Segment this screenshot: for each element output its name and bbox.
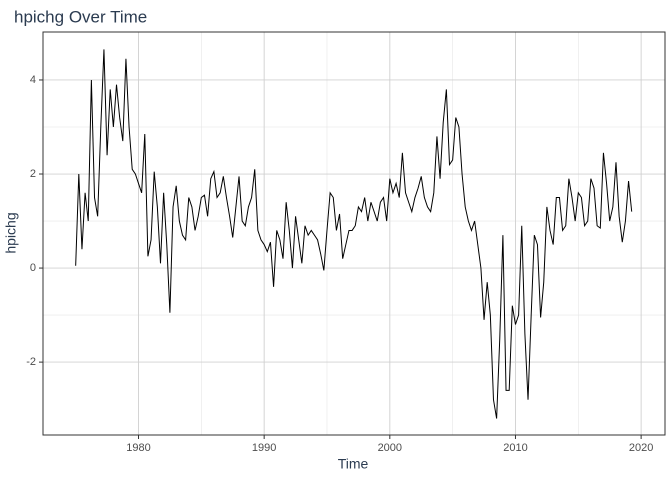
- x-tick-label: 2000: [378, 442, 402, 454]
- y-tick-label: 4: [30, 74, 36, 86]
- y-tick-label: 0: [30, 262, 36, 274]
- panel-border: [42, 31, 666, 436]
- x-tick-label: 1980: [126, 442, 150, 454]
- x-axis-label: Time: [338, 456, 369, 472]
- data-line: [75, 49, 633, 419]
- y-tick-label: -2: [26, 356, 36, 368]
- y-tick-label: 2: [30, 168, 36, 180]
- chart-title: hpichg Over Time: [14, 7, 147, 26]
- x-tick-label: 2010: [503, 442, 527, 454]
- y-axis-label: hpichg: [3, 212, 19, 253]
- x-tick-label: 1990: [252, 442, 276, 454]
- x-tick-label: 2020: [629, 442, 653, 454]
